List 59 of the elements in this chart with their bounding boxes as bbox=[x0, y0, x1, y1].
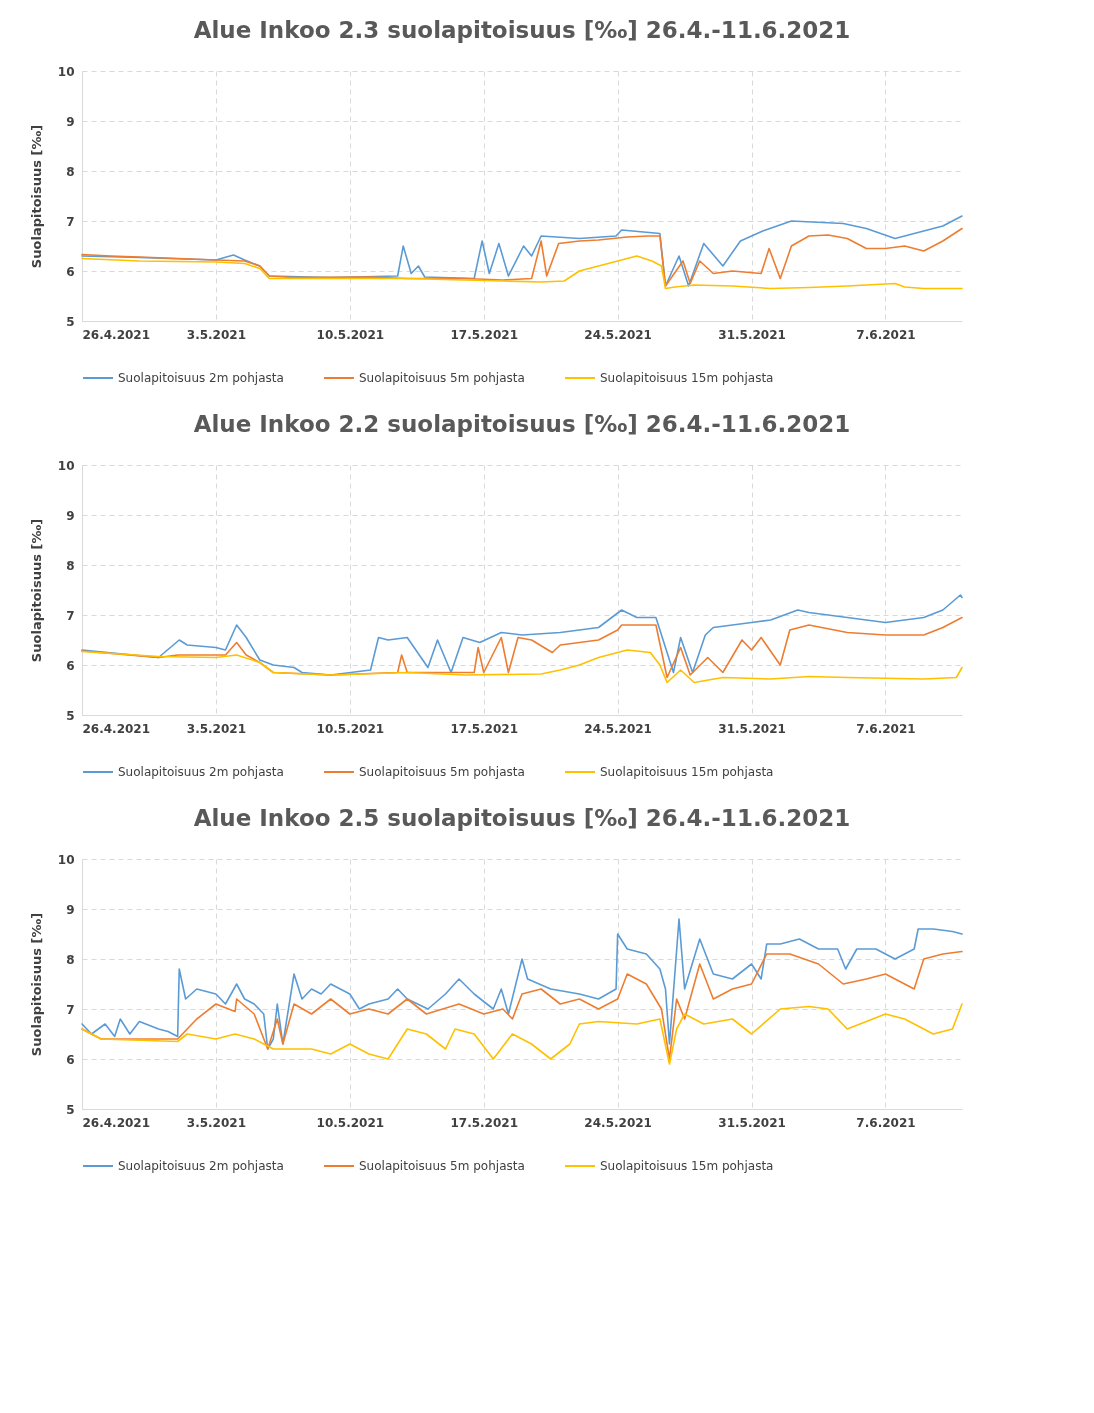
y-tick-label: 5 bbox=[66, 314, 75, 329]
x-tick-label: 10.5.2021 bbox=[316, 1115, 385, 1130]
x-tick-label: 24.5.2021 bbox=[584, 1115, 652, 1130]
y-tick-label: 7 bbox=[66, 608, 75, 623]
legend-label: Suolapitoisuus 5m pohjasta bbox=[359, 765, 525, 779]
chart-title: Alue Inkoo 2.3 suolapitoisuus [‰] 26.4.-11.6.2021 bbox=[193, 17, 851, 43]
y-tick-label: 5 bbox=[66, 1102, 75, 1117]
line-series bbox=[81, 649, 963, 684]
x-tick-label: 3.5.2021 bbox=[186, 721, 247, 736]
x-tick-label: 17.5.2021 bbox=[450, 721, 519, 736]
x-tick-label: 3.5.2021 bbox=[186, 327, 247, 342]
x-tick-label: 26.4.2021 bbox=[82, 721, 151, 736]
y-tick-label: 8 bbox=[66, 164, 75, 179]
x-tick-label: 10.5.2021 bbox=[316, 327, 385, 342]
y-tick-label: 6 bbox=[66, 1052, 75, 1067]
chart-title: Alue Inkoo 2.2 suolapitoisuus [‰] 26.4.-11.6.2021 bbox=[193, 411, 851, 437]
x-tick-label: 31.5.2021 bbox=[718, 721, 786, 736]
y-tick-label: 5 bbox=[66, 708, 75, 723]
x-tick-label: 3.5.2021 bbox=[186, 1115, 247, 1130]
y-axis-title: Suolapitoisuus [‰] bbox=[28, 912, 44, 1057]
legend-label: Suolapitoisuus 2m pohjasta bbox=[118, 371, 284, 385]
y-tick-label: 9 bbox=[66, 902, 75, 917]
line-series bbox=[81, 227, 963, 287]
y-tick-label: 7 bbox=[66, 214, 75, 229]
x-tick-label: 17.5.2021 bbox=[450, 327, 519, 342]
chart-title: Alue Inkoo 2.5 suolapitoisuus [‰] 26.4.-11.6.2021 bbox=[193, 805, 851, 831]
legend-label: Suolapitoisuus 5m pohjasta bbox=[359, 371, 525, 385]
x-tick-label: 24.5.2021 bbox=[584, 327, 652, 342]
line-series bbox=[81, 1003, 963, 1065]
legend-label: Suolapitoisuus 5m pohjasta bbox=[359, 1159, 525, 1173]
x-tick-label: 31.5.2021 bbox=[718, 327, 786, 342]
legend-label: Suolapitoisuus 2m pohjasta bbox=[118, 1159, 284, 1173]
y-tick-label: 10 bbox=[57, 458, 75, 473]
y-tick-label: 6 bbox=[66, 264, 75, 279]
y-axis-title: Suolapitoisuus [‰] bbox=[28, 518, 44, 663]
y-tick-label: 7 bbox=[66, 1002, 75, 1017]
line-series bbox=[81, 255, 963, 290]
y-tick-label: 10 bbox=[57, 64, 75, 79]
line-series bbox=[81, 594, 963, 676]
y-tick-label: 8 bbox=[66, 952, 75, 967]
y-tick-label: 9 bbox=[66, 114, 75, 129]
y-tick-label: 9 bbox=[66, 508, 75, 523]
x-tick-label: 26.4.2021 bbox=[82, 1115, 151, 1130]
x-tick-label: 24.5.2021 bbox=[584, 721, 652, 736]
y-tick-label: 6 bbox=[66, 658, 75, 673]
x-tick-label: 10.5.2021 bbox=[316, 721, 385, 736]
legend-label: Suolapitoisuus 2m pohjasta bbox=[118, 765, 284, 779]
y-axis-title: Suolapitoisuus [‰] bbox=[28, 124, 44, 269]
x-tick-label: 17.5.2021 bbox=[450, 1115, 519, 1130]
x-tick-label: 31.5.2021 bbox=[718, 1115, 786, 1130]
legend-label: Suolapitoisuus 15m pohjasta bbox=[600, 371, 774, 385]
legend-label: Suolapitoisuus 15m pohjasta bbox=[600, 765, 774, 779]
x-tick-label: 7.6.2021 bbox=[856, 327, 916, 342]
x-tick-label: 7.6.2021 bbox=[856, 1115, 916, 1130]
y-tick-label: 8 bbox=[66, 558, 75, 573]
y-tick-label: 10 bbox=[57, 852, 75, 867]
x-tick-label: 7.6.2021 bbox=[856, 721, 916, 736]
legend-label: Suolapitoisuus 15m pohjasta bbox=[600, 1159, 774, 1173]
x-tick-label: 26.4.2021 bbox=[82, 327, 151, 342]
